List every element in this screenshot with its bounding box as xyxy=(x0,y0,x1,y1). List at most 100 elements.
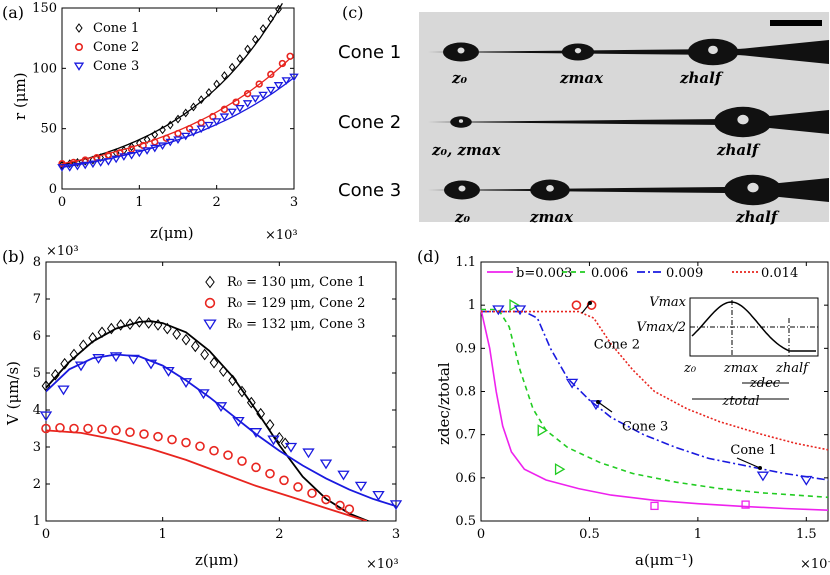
chart-b-point-3 xyxy=(162,366,175,377)
photo-row-label-2: Cone 2 xyxy=(338,112,401,133)
chart-a-point-2 xyxy=(278,59,287,68)
fiber-cone-2 xyxy=(740,110,829,134)
chart-b-frame xyxy=(45,261,397,522)
photo-z-label-1-2: zmax xyxy=(559,69,604,87)
chart-a-frame xyxy=(61,7,295,190)
droplet-highlight-3-2 xyxy=(546,185,554,192)
chart-b-point-1 xyxy=(181,333,191,346)
chart-a-point-1 xyxy=(182,108,190,118)
chart-b-point-2 xyxy=(237,456,247,466)
photo-z-label-1-3: zhalf xyxy=(679,69,724,87)
inset-ylabel-half: Vmax/2 xyxy=(637,320,686,335)
chart-a-point-3 xyxy=(227,108,237,117)
chart-a-xlabel: z(μm) xyxy=(150,224,194,242)
chart-a-point-3 xyxy=(211,118,222,126)
chart-b-point-2 xyxy=(344,504,355,514)
droplet-highlight-1-1 xyxy=(457,47,465,54)
chart-d-annotation-1: Cone 2 xyxy=(594,337,640,352)
chart-a-point-2 xyxy=(162,134,171,143)
chart-b-point-3 xyxy=(267,435,280,446)
chart-b-xtick-label: 0 xyxy=(42,527,50,542)
chart-d-point-3 xyxy=(589,400,603,411)
photo-row-label-1: Cone 1 xyxy=(338,42,401,63)
chart-a-legend-marker-1 xyxy=(75,23,83,33)
chart-a-point-1 xyxy=(221,71,228,81)
chart-b-legend-label-1: R₀ = 130 μm, Cone 1 xyxy=(227,275,365,290)
chart-d-legend-label-1: b=0.003 xyxy=(516,266,572,281)
chart-b-point-2 xyxy=(55,422,65,433)
chart-a-point-1 xyxy=(143,135,151,144)
chart-d-xlabel: a(μm⁻¹) xyxy=(635,551,694,569)
chart-b-point-1 xyxy=(97,326,107,339)
chart-d-point-4 xyxy=(571,300,582,310)
chart-a-point-1 xyxy=(128,142,135,152)
chart-a-ticks: 0 1 2 3 0 50 100 150 xyxy=(32,1,298,210)
chart-a-point-3 xyxy=(165,138,176,147)
chart-d-ytick-label: 0.9 xyxy=(455,341,476,356)
chart-b-point-1 xyxy=(106,322,116,335)
chart-b-point-2 xyxy=(83,423,93,434)
chart-b-point-2 xyxy=(69,423,79,434)
chart-b-point-1 xyxy=(190,340,200,353)
droplet-photo: Cone 1 z₀ zmax zhalf Cone 2 z₀, zmax zhalf Cone… xyxy=(338,12,829,226)
chart-d-point-3 xyxy=(492,305,505,316)
chart-b-marks xyxy=(39,316,403,521)
chart-d-point-1 xyxy=(741,500,750,509)
chart-b-point-2 xyxy=(97,424,107,435)
chart-b-point-2 xyxy=(139,429,149,439)
chart-a-xtick-label: 3 xyxy=(290,195,298,210)
chart-a-point-3 xyxy=(95,159,106,167)
chart-b-x-multiplier: ×10³ xyxy=(366,557,399,572)
chart-a-point-2 xyxy=(286,52,294,60)
chart-b-point-3 xyxy=(372,490,385,501)
chart-d-point-2 xyxy=(509,299,520,312)
chart-b-point-1 xyxy=(153,319,163,331)
droplet-highlight-1-3 xyxy=(708,45,718,55)
chart-b-point-2 xyxy=(153,431,163,442)
chart-b-ytick-label: 7 xyxy=(33,292,41,307)
chart-d-point-2 xyxy=(537,424,549,437)
chart-a-point-3 xyxy=(196,125,206,134)
chart-b-point-1 xyxy=(228,374,238,387)
chart-a-point-1 xyxy=(213,79,220,89)
chart-d-annotations: Cone 2 Cone 3 Cone 1 xyxy=(581,301,777,470)
chart-b-ytick-label: 1 xyxy=(33,514,41,529)
chart-b-point-3 xyxy=(39,411,53,422)
photo-row-label-3: Cone 3 xyxy=(338,180,401,201)
chart-b-point-1 xyxy=(134,316,144,328)
chart-b-point-2 xyxy=(293,482,303,492)
chart-b-xtick-label: 1 xyxy=(159,527,167,542)
inset-xlabel-z0: z₀ xyxy=(683,361,697,376)
chart-b-legend-label-3: R₀ = 132 μm, Cone 3 xyxy=(227,317,365,332)
chart-d-ytick-label: 0.8 xyxy=(455,385,476,400)
chart-b-point-1 xyxy=(256,407,266,420)
chart-d-legend-label-3: 0.009 xyxy=(666,266,703,281)
chart-b-point-2 xyxy=(41,423,51,434)
chart-d-annotation-arrow-1 xyxy=(581,302,591,314)
chart-b-point-1 xyxy=(280,437,290,450)
chart-b-point-2 xyxy=(251,462,261,473)
chart-a-point-3 xyxy=(289,73,299,82)
fiber-cone-3 xyxy=(740,178,829,202)
chart-b-legend-marker-1 xyxy=(205,275,215,289)
inset-curve xyxy=(691,301,816,352)
chart-d-line-3 xyxy=(481,310,829,481)
chart-b-point-3 xyxy=(249,428,263,438)
chart-b-legend-marker-3 xyxy=(203,319,217,331)
chart-d-xtick-label: 1 xyxy=(694,527,702,542)
chart-a-point-3 xyxy=(157,142,168,151)
chart-d-point-3 xyxy=(565,378,579,389)
chart-b-point-1 xyxy=(116,319,126,331)
chart-b-point-3 xyxy=(127,354,140,365)
chart-a-point-3 xyxy=(235,104,245,113)
chart-a-xtick-label: 1 xyxy=(135,195,143,210)
chart-a-point-1 xyxy=(205,88,213,97)
chart-a-legend-marker-2 xyxy=(75,42,84,51)
chart-a-point-2 xyxy=(243,89,252,98)
chart-b-point-1 xyxy=(200,348,210,361)
chart-a-point-1 xyxy=(275,4,282,14)
chart-b-point-1 xyxy=(218,365,228,377)
chart-a-point-1 xyxy=(136,138,143,148)
chart-d-ytick-label: 1 xyxy=(468,298,476,313)
